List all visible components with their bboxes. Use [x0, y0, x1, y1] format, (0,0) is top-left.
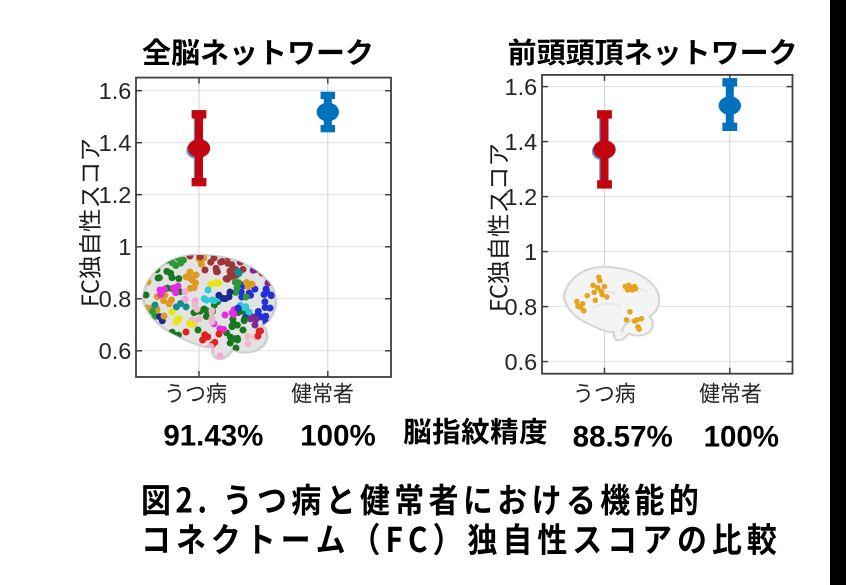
svg-text:1.4: 1.4	[505, 129, 538, 155]
svg-text:88.57%: 88.57%	[573, 421, 673, 454]
svg-text:0.8: 0.8	[505, 294, 538, 320]
svg-text:91.43%: 91.43%	[163, 420, 263, 453]
svg-text:1.2: 1.2	[505, 184, 538, 210]
svg-text:0.8: 0.8	[99, 286, 132, 312]
svg-text:1: 1	[118, 234, 131, 260]
svg-text:1.2: 1.2	[99, 182, 132, 208]
svg-text:100%: 100%	[704, 421, 779, 454]
svg-text:100%: 100%	[300, 420, 375, 453]
svg-text:1.4: 1.4	[99, 130, 132, 156]
svg-text:1.6: 1.6	[505, 74, 538, 100]
svg-text:0.6: 0.6	[505, 349, 538, 375]
svg-text:1: 1	[524, 239, 537, 265]
svg-text:1.6: 1.6	[99, 78, 132, 104]
svg-text:0.6: 0.6	[99, 338, 132, 364]
